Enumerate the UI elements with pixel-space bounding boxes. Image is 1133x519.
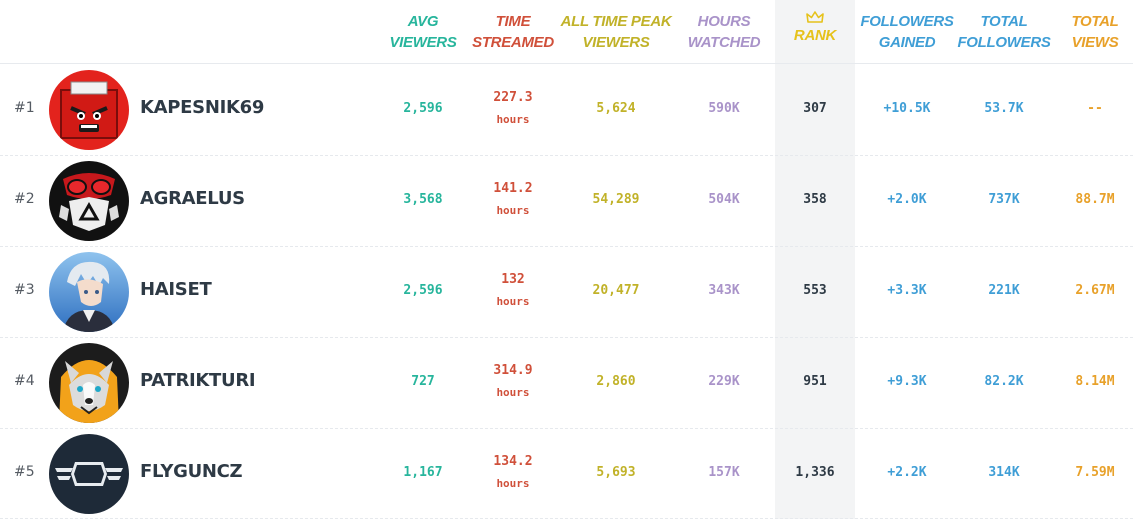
header-total-views[interactable]: TOTAL VIEWS [1071,13,1119,51]
row-divider [0,246,1133,247]
header-total-followers[interactable]: TOTAL FOLLOWERS [957,13,1051,51]
position-number: #4 [14,373,35,389]
rank-column-highlight [775,0,855,519]
position-number: #3 [14,282,35,298]
time-streamed-value: 132 hours [496,272,530,308]
crown-icon [806,11,824,23]
rank-value: 1,336 [795,465,835,480]
position-number: #5 [14,464,35,480]
hours-watched-value: 157K [708,465,740,480]
total-views-value: 88.7M [1075,192,1115,207]
streamer-name[interactable]: KAPESNIK69 [140,97,265,118]
rank-value: 307 [803,101,827,116]
header-divider [0,63,1133,64]
time-streamed-value: 134.2 hours [493,454,533,490]
position-number: #1 [14,100,35,116]
header-followers-gained[interactable]: FOLLOWERS GAINED [860,13,954,51]
time-streamed-value: 227.3 hours [493,90,533,126]
total-followers-value: 82.2K [984,374,1024,389]
followers-gained-value: +10.5K [883,101,931,116]
header-peak-viewers[interactable]: ALL TIME PEAK VIEWERS [560,13,672,51]
table-header: AVG VIEWERS TIME STREAMED ALL TIME PEAK … [0,0,1133,63]
peak-viewers-value: 20,477 [592,283,640,298]
row-divider [0,428,1133,429]
avg-viewers-value: 1,167 [403,465,443,480]
red-box-avatar[interactable] [49,70,129,150]
table-row[interactable]: #3 HAISET 2,596 132 hours 20,477 343K 55… [0,246,1133,337]
position-number: #2 [14,191,35,207]
table-row[interactable]: #2 AGRAELUS 3,568 141.2 hours 54,289 504… [0,155,1133,246]
row-divider [0,155,1133,156]
avg-viewers-value: 2,596 [403,101,443,116]
hours-watched-value: 590K [708,101,740,116]
table-row[interactable]: #5 FLYGUNCZ 1,167 134.2 hours 5,693 157K… [0,428,1133,519]
total-followers-value: 221K [988,283,1020,298]
total-followers-value: 737K [988,192,1020,207]
total-views-value: -- [1087,101,1103,116]
followers-gained-value: +2.2K [887,465,927,480]
rank-value: 358 [803,192,827,207]
anime-character-avatar[interactable] [49,252,129,332]
peak-viewers-value: 5,693 [596,465,636,480]
peak-viewers-value: 2,860 [596,374,636,389]
avg-viewers-value: 3,568 [403,192,443,207]
streamer-name[interactable]: PATRIKTURI [140,370,256,391]
rank-value: 553 [803,283,827,298]
husky-hoodie-avatar[interactable] [49,343,129,423]
total-followers-value: 53.7K [984,101,1024,116]
total-views-value: 2.67M [1075,283,1115,298]
header-time-streamed[interactable]: TIME STREAMED [472,13,554,51]
avg-viewers-value: 727 [411,374,435,389]
avg-viewers-value: 2,596 [403,283,443,298]
streamer-name[interactable]: HAISET [140,279,212,300]
followers-gained-value: +3.3K [887,283,927,298]
table-row[interactable]: #1 KAPESNIK69 2,596 227.3 hours 5,624 59… [0,64,1133,155]
total-views-value: 7.59M [1075,465,1115,480]
hours-watched-value: 229K [708,374,740,389]
streamer-name[interactable]: FLYGUNCZ [140,461,243,482]
followers-gained-value: +9.3K [887,374,927,389]
gas-mask-avatar[interactable] [49,161,129,241]
time-streamed-value: 314.9 hours [493,363,533,399]
peak-viewers-value: 54,289 [592,192,640,207]
hours-watched-value: 504K [708,192,740,207]
peak-viewers-value: 5,624 [596,101,636,116]
fg-wings-logo-avatar[interactable] [49,434,129,514]
time-streamed-value: 141.2 hours [493,181,533,217]
total-followers-value: 314K [988,465,1020,480]
rank-value: 951 [803,374,827,389]
hours-watched-value: 343K [708,283,740,298]
followers-gained-value: +2.0K [887,192,927,207]
header-rank[interactable]: RANK [775,11,855,46]
table-row[interactable]: #4 PATRIKTURI 727 314.9 hours 2,860 229K… [0,337,1133,428]
header-hours-watched[interactable]: HOURS WATCHED [687,13,761,51]
streamer-name[interactable]: AGRAELUS [140,188,245,209]
row-divider [0,337,1133,338]
header-avg-viewers[interactable]: AVG VIEWERS [389,13,457,51]
total-views-value: 8.14M [1075,374,1115,389]
